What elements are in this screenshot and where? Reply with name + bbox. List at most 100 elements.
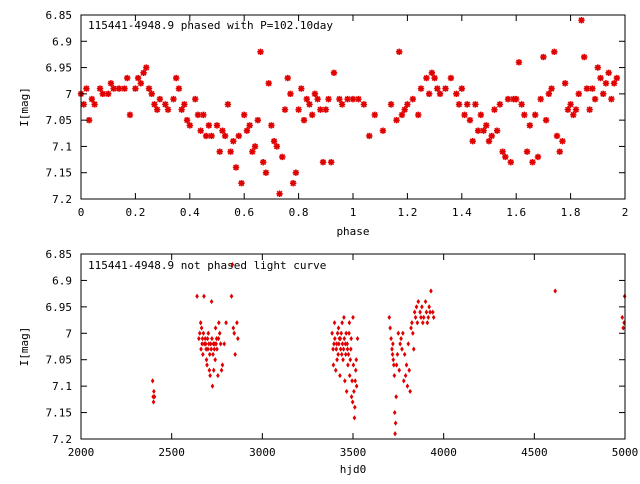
unphased-plot-frame	[80, 253, 626, 440]
data-point	[431, 314, 436, 321]
data-point	[461, 111, 468, 119]
data-point	[132, 85, 139, 92]
data-point	[388, 325, 392, 331]
data-point	[88, 95, 96, 103]
y-tick-label: 7.15	[46, 407, 73, 420]
data-point	[338, 346, 343, 352]
x-tick-label: 5000	[612, 446, 639, 459]
phased-x-axis-label: phase	[336, 225, 369, 238]
data-point	[523, 148, 531, 155]
data-point	[216, 148, 223, 155]
data-point	[335, 357, 339, 363]
data-point	[181, 101, 188, 108]
data-point	[210, 335, 214, 342]
data-point	[499, 148, 506, 155]
data-point	[496, 101, 504, 108]
data-point	[589, 85, 596, 92]
data-point	[349, 95, 357, 103]
data-point	[152, 388, 156, 395]
data-point	[591, 95, 599, 103]
y-tick-label: 7	[65, 88, 72, 101]
data-point	[390, 346, 394, 352]
data-point	[412, 309, 417, 315]
data-point	[110, 85, 117, 92]
data-point	[334, 341, 339, 347]
y-tick-label: 6.85	[46, 248, 73, 261]
data-point	[398, 111, 406, 119]
y-tick-label: 7.1	[52, 380, 72, 393]
data-point	[420, 304, 424, 310]
data-point	[216, 335, 221, 342]
data-point	[134, 74, 142, 82]
data-point	[453, 90, 460, 98]
data-point	[391, 357, 396, 363]
data-point	[216, 320, 221, 326]
data-point	[207, 367, 212, 373]
y-tick-label: 6.95	[46, 301, 73, 314]
data-point	[347, 372, 352, 379]
data-point	[231, 325, 236, 331]
data-point	[594, 64, 601, 71]
data-point	[583, 85, 591, 92]
data-point	[208, 372, 212, 379]
data-point	[548, 85, 555, 92]
data-point	[545, 90, 553, 98]
data-point	[328, 159, 335, 166]
data-point	[236, 335, 240, 342]
data-point	[85, 116, 93, 124]
data-point	[515, 59, 523, 66]
data-point	[140, 69, 147, 77]
y-tick-label: 6.95	[46, 62, 73, 75]
data-point	[553, 288, 558, 294]
data-point	[232, 164, 240, 171]
data-point	[416, 298, 421, 305]
data-point	[230, 261, 235, 268]
data-point	[485, 137, 493, 145]
data-point	[347, 320, 352, 326]
data-point	[276, 190, 283, 197]
data-point	[507, 159, 514, 166]
x-tick-label: 1.4	[452, 206, 472, 219]
data-point	[570, 111, 577, 119]
data-point	[427, 304, 431, 310]
data-point	[249, 148, 256, 155]
data-point	[394, 362, 399, 368]
data-point	[442, 85, 449, 92]
data-point	[152, 394, 157, 400]
data-point	[428, 69, 436, 77]
data-point	[298, 85, 305, 92]
data-point	[455, 101, 463, 108]
data-point	[340, 320, 344, 326]
data-point	[351, 362, 356, 368]
data-point	[335, 330, 340, 336]
data-point	[219, 367, 224, 373]
data-point	[387, 101, 395, 108]
data-point	[126, 111, 134, 119]
data-point	[540, 53, 547, 61]
data-point	[121, 85, 128, 92]
data-point	[466, 116, 474, 124]
x-tick-label: 3500	[340, 446, 367, 459]
data-point	[429, 288, 433, 294]
data-point	[80, 101, 87, 108]
data-point	[175, 85, 183, 92]
data-point	[352, 388, 356, 395]
data-point	[534, 153, 542, 161]
data-point	[414, 304, 419, 310]
data-point	[464, 101, 471, 108]
data-point	[360, 101, 368, 108]
data-point	[597, 74, 604, 82]
data-point	[346, 362, 350, 368]
data-point	[343, 378, 347, 384]
data-point	[331, 346, 335, 352]
data-point	[393, 420, 398, 426]
data-point	[229, 293, 234, 299]
unphased-x-axis-label: hjd0	[340, 463, 367, 476]
data-point	[292, 169, 300, 176]
data-point	[337, 341, 341, 347]
data-point	[564, 106, 572, 113]
data-point	[227, 148, 234, 155]
data-point	[173, 74, 180, 82]
data-point	[91, 101, 98, 108]
